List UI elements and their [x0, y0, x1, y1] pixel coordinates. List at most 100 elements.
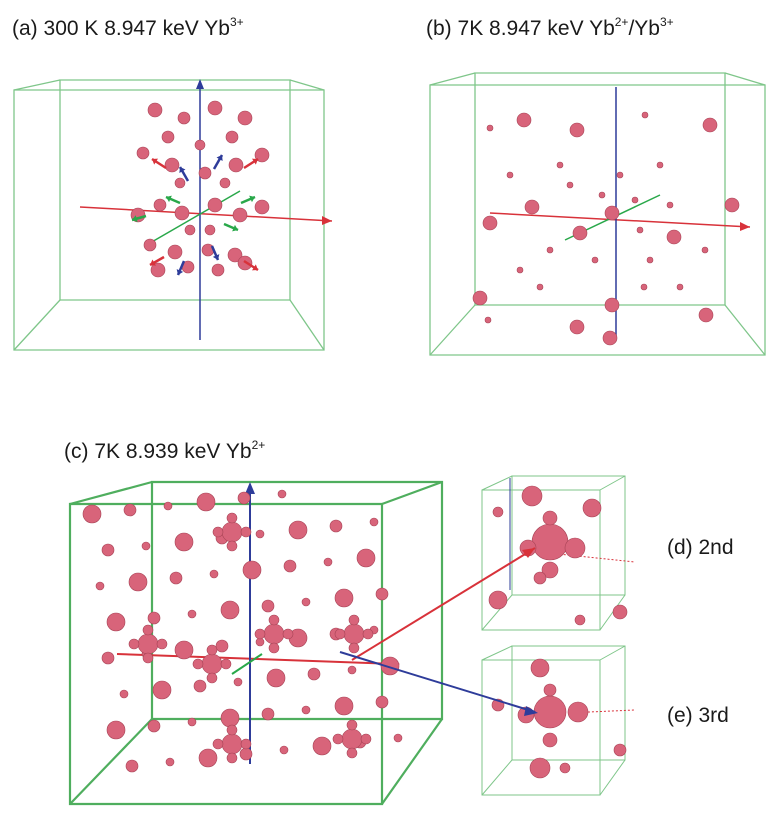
atom-sphere: [201, 243, 215, 257]
atom-sphere: [567, 701, 589, 723]
atom-sphere: [334, 696, 354, 716]
atom-sphere: [329, 519, 343, 533]
atom-sphere: [187, 609, 197, 619]
atom-sphere: [212, 738, 224, 750]
atom-sphere: [301, 705, 311, 715]
atom-sphere: [136, 146, 150, 160]
atom-sphere: [533, 571, 547, 585]
atom-sphere: [220, 708, 240, 728]
atom-sphere: [491, 698, 505, 712]
atom-sphere: [676, 283, 684, 291]
atom-sphere: [369, 517, 379, 527]
atom-sphere: [152, 680, 172, 700]
atom-sphere: [604, 297, 620, 313]
atom-sphere: [237, 491, 251, 505]
z-axis-arrow: [149, 190, 241, 244]
atom-sphere: [192, 658, 204, 670]
atom-sphere: [698, 307, 714, 323]
atom-sphere: [204, 224, 216, 236]
atom-sphere: [198, 166, 212, 180]
atom-sphere: [636, 226, 644, 234]
atom-sphere: [472, 290, 488, 306]
atom-sphere: [277, 489, 287, 499]
atom-sphere: [566, 181, 574, 189]
atom-sphere: [612, 604, 628, 620]
atom-sphere: [268, 642, 280, 654]
atom-sphere: [156, 638, 168, 650]
atom-sphere: [220, 658, 232, 670]
atom-sphere: [207, 100, 223, 116]
atom-sphere: [375, 695, 389, 709]
panel-d-figure: [481, 475, 636, 631]
atom-sphere: [163, 501, 173, 511]
atom-sphere: [261, 599, 275, 613]
atom-sphere: [559, 762, 571, 774]
atom-sphere: [702, 117, 718, 133]
cube-wireframe: [429, 72, 766, 356]
atom-sphere: [147, 102, 163, 118]
cluster-2nd: [488, 485, 628, 626]
atom-sphere: [167, 244, 183, 260]
atom-sphere: [240, 526, 252, 538]
atom-sphere: [574, 614, 586, 626]
atom-sphere: [591, 256, 599, 264]
atom-sphere: [530, 658, 550, 678]
atom-sphere: [282, 628, 294, 640]
atom-sphere: [375, 587, 389, 601]
atom-sphere: [237, 110, 253, 126]
atoms-c: [82, 489, 403, 773]
atom-sphere: [206, 672, 218, 684]
pointer-arrowhead: [249, 195, 255, 203]
atom-sphere: [288, 520, 308, 540]
atom-sphere: [546, 246, 554, 254]
pointer-arrowhead: [179, 167, 186, 173]
atom-sphere: [613, 743, 627, 757]
pointer-arrowhead: [252, 158, 258, 165]
atom-sphere: [101, 543, 115, 557]
atom-sphere: [604, 205, 620, 221]
atom-sphere: [279, 745, 289, 755]
atom-sphere: [646, 256, 654, 264]
atom-sphere: [150, 262, 166, 278]
atom-sphere: [147, 611, 161, 625]
atom-sphere: [348, 642, 360, 654]
atom-sphere: [198, 748, 218, 768]
atom-sphere: [209, 569, 219, 579]
atom-sphere: [221, 521, 243, 543]
atom-sphere: [542, 732, 558, 748]
atom-sphere: [524, 199, 540, 215]
atom-sphere: [226, 724, 238, 736]
x-axis-arrow: [116, 653, 398, 665]
atom-sphere: [486, 124, 494, 132]
cluster-3rd: [491, 658, 627, 779]
atom-sphere: [232, 207, 248, 223]
atom-sphere: [227, 247, 243, 263]
atom-sphere: [516, 266, 524, 274]
atom-sphere: [569, 122, 585, 138]
pointer-arrowhead: [216, 155, 223, 161]
atom-sphere: [572, 225, 588, 241]
panel-b-figure: [429, 72, 766, 356]
atom-sphere: [492, 506, 504, 518]
atom-sphere: [196, 492, 216, 512]
panel-b-title: (b) 7K 8.947 keV Yb2+/Yb3+: [426, 15, 674, 40]
pointer-arrowhead: [232, 224, 238, 232]
atom-sphere: [641, 111, 649, 119]
atom-sphere: [631, 196, 639, 204]
atom-sphere: [255, 529, 265, 539]
x-axis-arrow: [489, 212, 751, 228]
pointer-arrowhead: [252, 264, 258, 271]
atom-sphere: [393, 733, 403, 743]
atom-sphere: [161, 130, 175, 144]
atom-sphere: [301, 597, 311, 607]
pointer-arrowhead: [166, 195, 172, 203]
atom-sphere: [228, 157, 244, 173]
atom-sphere: [106, 720, 126, 740]
atom-sphere: [164, 157, 180, 173]
atom-sphere: [194, 139, 206, 151]
atom-sphere: [220, 600, 240, 620]
atom-sphere: [334, 628, 346, 640]
atom-sphere: [141, 541, 151, 551]
atom-sphere: [254, 199, 270, 215]
panel-e-figure: [481, 645, 636, 796]
